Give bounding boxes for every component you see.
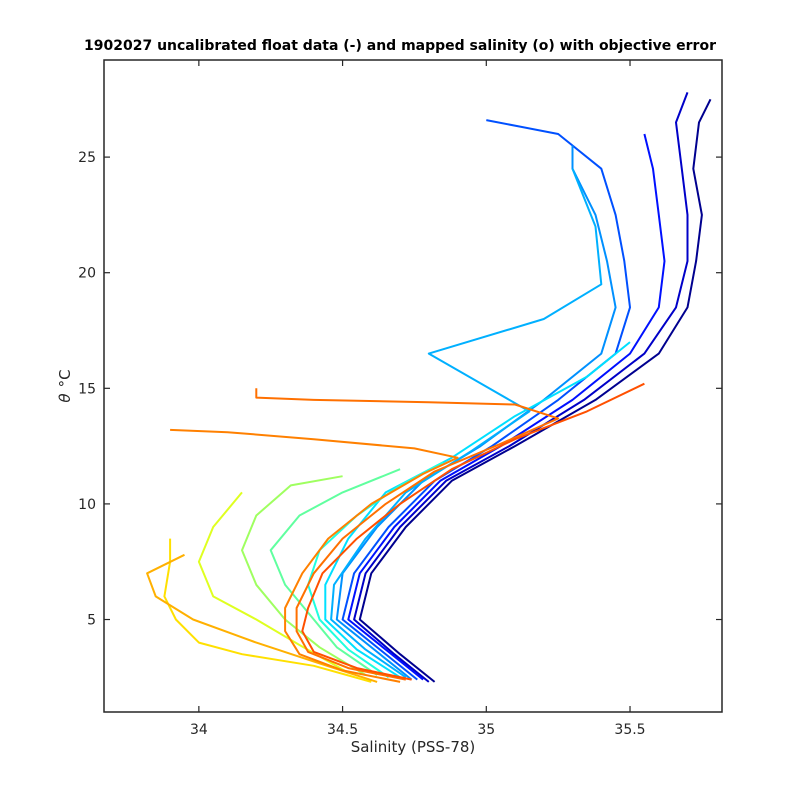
profile-line-7 [324, 341, 631, 679]
plot-area [104, 60, 722, 712]
profile-line-3 [347, 133, 666, 681]
y-axis-label-unit: °C [56, 369, 74, 387]
y-tick-label: 20 [78, 266, 96, 282]
y-axis-label: θ °C [56, 369, 74, 402]
profile-line-9 [269, 468, 401, 676]
chart-title: 1902027 uncalibrated float data (-) and … [84, 38, 716, 54]
profile-line-6 [330, 168, 603, 679]
x-tick-label: 35.5 [614, 722, 645, 738]
y-tick-label: 10 [78, 497, 96, 513]
x-axis: 34 34.5 35 35.5 [190, 60, 646, 738]
y-tick-label: 25 [78, 150, 96, 166]
profile-line-2 [353, 92, 689, 683]
profile-line-13 [146, 553, 378, 683]
plot-border [103, 59, 723, 713]
profile-line-1 [358, 98, 712, 683]
y-tick-label: 5 [87, 613, 96, 629]
profile-line-12 [163, 538, 372, 683]
y-tick-label: 15 [78, 381, 96, 397]
svg-text:θ°C: θ °C [56, 369, 74, 402]
profile-line-16 [301, 382, 645, 681]
series-layer [146, 92, 712, 683]
profile-line-11 [197, 491, 349, 674]
profile-line-10 [241, 475, 367, 676]
x-axis-label: Salinity (PSS-78) [351, 738, 476, 756]
profile-line-4 [341, 119, 631, 681]
profile-line-15 [255, 388, 560, 681]
profile-line-14 [170, 428, 459, 683]
y-axis-label-symbol: θ [56, 393, 74, 402]
x-tick-label: 34.5 [327, 722, 358, 738]
y-axis: 5 10 15 20 25 [78, 150, 722, 629]
x-tick-label: 34 [190, 722, 208, 738]
x-tick-label: 35 [477, 722, 495, 738]
